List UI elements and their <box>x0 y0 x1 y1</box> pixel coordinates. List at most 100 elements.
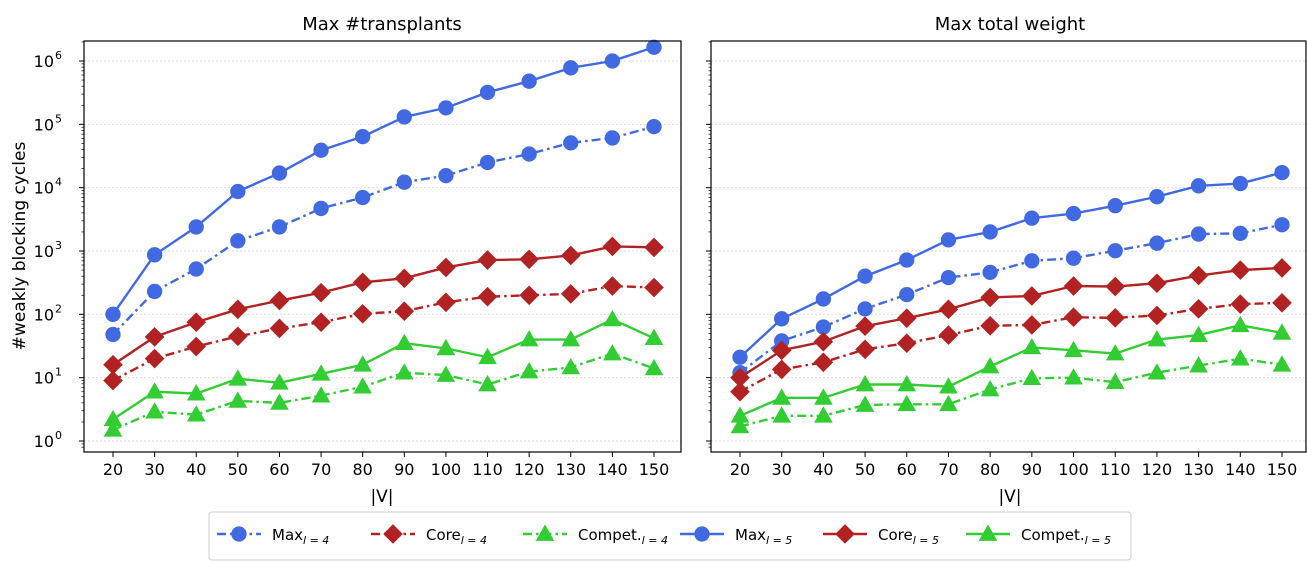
legend-label-max_l5: Maxl = 5 <box>735 526 792 547</box>
data-point-max_l4 <box>1190 226 1207 242</box>
data-point-max_l5 <box>396 109 412 125</box>
data-point-compet_l5 <box>980 357 1000 374</box>
data-point-compet_l5 <box>436 338 456 356</box>
legend-label-core_l4: Corel = 4 <box>426 526 487 547</box>
series-line-compet_l4 <box>112 352 655 431</box>
data-point-max_l4 <box>1274 217 1290 233</box>
x-tick-label: 80 <box>980 460 1000 479</box>
data-point-core_l4 <box>519 285 539 306</box>
data-point-max_l4 <box>146 283 163 300</box>
data-point-compet_l5 <box>1022 337 1042 355</box>
legend-marker-max_l5 <box>694 526 710 542</box>
data-point-compet_l5 <box>394 333 414 351</box>
series-layer <box>730 164 1292 434</box>
x-tick-label: 70 <box>311 460 331 479</box>
data-point-core_l5 <box>1105 276 1126 297</box>
data-point-core_l4 <box>269 318 290 339</box>
x-tick-label: 30 <box>144 460 164 479</box>
y-tick-exponent: 5 <box>55 112 62 125</box>
legend-marker-core_l4 <box>383 524 403 544</box>
y-axis-ticks <box>706 41 711 448</box>
data-point-core_l5 <box>813 331 834 352</box>
data-point-max_l4 <box>479 154 496 171</box>
y-tick-exponent: 3 <box>55 239 62 252</box>
x-tick-label: 80 <box>353 460 373 479</box>
data-point-core_l5 <box>228 299 248 320</box>
x-tick-label: 60 <box>897 460 917 479</box>
data-point-core_l5 <box>1063 276 1084 296</box>
x-axis-label: |V| <box>370 487 393 507</box>
legend-label-core_l5: Corel = 5 <box>878 526 939 547</box>
data-point-max_l5 <box>230 183 246 200</box>
data-point-max_l5 <box>563 60 579 76</box>
data-point-compet_l5 <box>603 310 622 327</box>
data-point-core_l4 <box>186 336 207 357</box>
data-point-compet_l4 <box>311 386 331 403</box>
data-point-compet_l4 <box>1189 356 1208 373</box>
data-point-max_l4 <box>271 219 288 235</box>
data-point-max_l5 <box>438 100 454 116</box>
panel-title: Max total weight <box>935 14 1086 35</box>
data-point-core_l5 <box>103 354 123 375</box>
data-point-max_l4 <box>1149 235 1165 251</box>
data-point-core_l5 <box>855 316 875 336</box>
data-point-max_l5 <box>982 224 998 240</box>
data-point-max_l5 <box>1107 198 1123 214</box>
x-tick-label: 130 <box>1183 460 1214 479</box>
y-tick-exponent: 2 <box>55 302 62 315</box>
y-axis-label: #weakly blocking cycles <box>10 142 30 351</box>
data-point-max_l5 <box>815 291 832 307</box>
grid-lines <box>711 60 1306 442</box>
data-point-max_l4 <box>940 269 957 286</box>
data-point-core_l5 <box>1272 258 1292 278</box>
data-point-core_l4 <box>813 352 834 373</box>
x-tick-label: 90 <box>1022 460 1042 479</box>
data-point-max_l5 <box>355 128 371 145</box>
data-point-core_l4 <box>144 348 165 369</box>
data-point-core_l4 <box>855 339 875 360</box>
x-tick-label: 140 <box>1225 460 1256 479</box>
x-tick-label: 120 <box>514 460 545 479</box>
data-point-core_l4 <box>352 303 373 324</box>
data-point-max_l4 <box>982 264 998 281</box>
data-point-core_l5 <box>938 299 959 320</box>
data-point-core_l5 <box>186 312 207 333</box>
legend-marker-core_l5 <box>835 524 855 544</box>
data-point-core_l4 <box>1230 294 1251 314</box>
data-point-compet_l5 <box>1147 330 1167 347</box>
data-point-max_l4 <box>604 130 621 146</box>
data-point-compet_l4 <box>103 420 123 437</box>
x-tick-label: 150 <box>639 460 670 479</box>
data-point-core_l4 <box>394 301 415 322</box>
series-line-compet_l5 <box>112 318 655 421</box>
x-axis-ticks: 20 30 40 50 60 70 80 90 100 110 120 130 140 150 <box>103 452 669 479</box>
data-point-max_l4 <box>1024 253 1040 269</box>
data-point-core_l4 <box>938 325 959 345</box>
data-point-max_l4 <box>563 135 579 151</box>
legend-label-compet_l5: Compet.l = 5 <box>1021 526 1111 547</box>
data-point-compet_l5 <box>186 384 206 401</box>
series-layer <box>103 39 664 437</box>
data-point-compet_l4 <box>644 358 664 376</box>
x-tick-label: 110 <box>1100 460 1131 479</box>
data-point-compet_l5 <box>228 369 248 386</box>
x-tick-label: 110 <box>472 460 503 479</box>
data-point-max_l4 <box>230 233 246 249</box>
data-point-core_l4 <box>1022 315 1042 335</box>
y-tick-label: 10 <box>34 432 54 451</box>
y-tick-label: 10 <box>34 242 54 261</box>
data-point-max_l5 <box>1274 164 1290 181</box>
y-tick-exponent: 1 <box>55 366 62 379</box>
x-tick-label: 100 <box>1058 460 1089 479</box>
x-tick-label: 40 <box>186 460 206 479</box>
data-point-compet_l4 <box>228 391 248 408</box>
data-point-core_l5 <box>644 237 664 258</box>
data-point-max_l5 <box>1024 210 1040 226</box>
data-point-compet_l5 <box>814 388 833 405</box>
data-point-max_l5 <box>604 53 621 69</box>
data-point-compet_l5 <box>103 409 123 427</box>
data-point-compet_l4 <box>1105 372 1125 389</box>
data-point-core_l4 <box>311 312 331 333</box>
